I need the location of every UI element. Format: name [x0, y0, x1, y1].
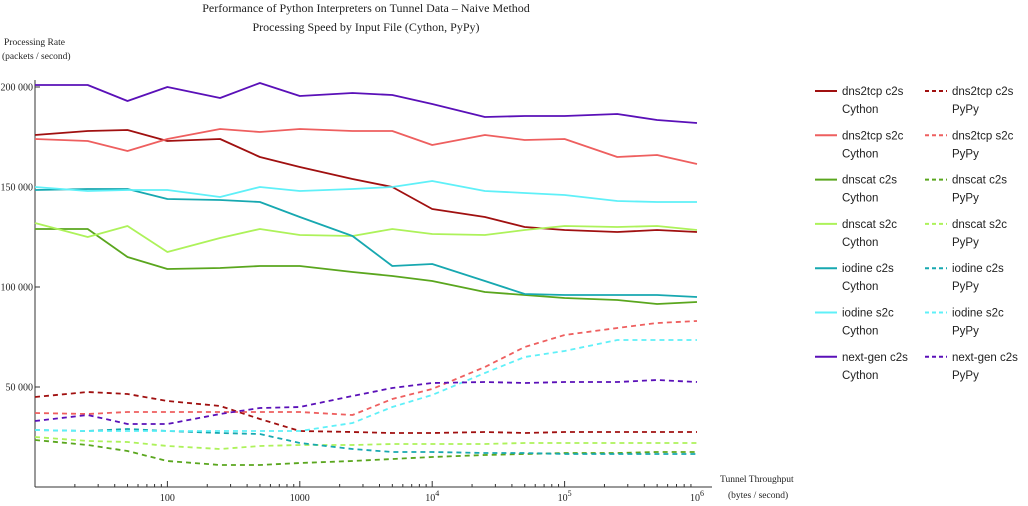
x-tick-label: 1000 — [290, 493, 310, 504]
legend-label-sub: PyPy — [952, 281, 979, 293]
legend-label-sub: Cython — [842, 326, 878, 338]
legend-label-sub: PyPy — [952, 370, 979, 382]
series-line-iodine-c2s-cython — [34, 188, 698, 298]
chart-subtitle: Processing Speed by Input File (Cython, … — [253, 20, 480, 34]
series-line-dnscat-c2s-pypy — [34, 439, 697, 466]
legend-label: dns2tcp c2s — [952, 86, 1014, 98]
series-line-iodine-c2s-pypy — [34, 428, 697, 455]
legend-label: next-gen c2s — [952, 352, 1018, 364]
legend-label: next-gen c2s — [842, 352, 908, 364]
series-line-next-gen-c2s-pypy — [34, 379, 698, 425]
series-line-dns2tcp-c2s-pypy — [34, 391, 697, 434]
legend-label-sub: Cython — [842, 370, 878, 382]
legend-label-sub: Cython — [842, 104, 878, 116]
legend-label-sub: PyPy — [952, 237, 979, 249]
y-tick-label: 150 000 — [1, 183, 34, 194]
y-tick-label: 100 000 — [1, 283, 34, 294]
series-line-dns2tcp-s2c-pypy — [34, 320, 698, 416]
legend-label: iodine c2s — [952, 263, 1004, 275]
series-line-dnscat-s2c-pypy — [34, 436, 697, 450]
legend-label: dns2tcp s2c — [842, 130, 904, 142]
x-tick-label: 106 — [690, 489, 704, 504]
x-tick-label: 100 — [160, 493, 175, 504]
x-axis-label-line-2: (bytes / second) — [728, 490, 788, 501]
y-axis-label-line-2: (packets / second) — [2, 51, 71, 62]
legend-label-sub: Cython — [842, 193, 878, 205]
legend-label-sub: PyPy — [952, 148, 979, 160]
y-axis-label-line-1: Processing Rate — [4, 38, 65, 48]
legend-label: iodine s2c — [952, 308, 1004, 320]
y-tick-label: 200 000 — [1, 83, 34, 94]
legend-label: dns2tcp c2s — [842, 86, 904, 98]
legend-label: dnscat c2s — [842, 175, 897, 187]
x-axis-label-line-1: Tunnel Throughput — [720, 475, 794, 485]
series-line-dnscat-c2s-cython — [35, 228, 698, 305]
series-line-iodine-s2c-cython — [34, 180, 697, 203]
legend-label: dns2tcp s2c — [952, 130, 1014, 142]
legend-label-sub: PyPy — [952, 326, 979, 338]
chart-title: Performance of Python Interpreters on Tu… — [202, 1, 530, 15]
x-tick-label: 105 — [558, 489, 572, 504]
legend-label: dnscat c2s — [952, 175, 1007, 187]
y-tick-label: 50 000 — [6, 383, 34, 394]
legend-label-sub: PyPy — [952, 193, 979, 205]
series-line-dns2tcp-c2s-cython — [34, 129, 698, 233]
legend-label-sub: PyPy — [952, 104, 979, 116]
legend-label: iodine s2c — [842, 308, 894, 320]
legend-label: dnscat s2c — [842, 219, 897, 231]
legend-label-sub: Cython — [842, 237, 878, 249]
legend-label-sub: Cython — [842, 281, 878, 293]
series-line-iodine-s2c-pypy — [34, 339, 697, 432]
series-line-dnscat-s2c-cython — [34, 222, 698, 253]
x-tick-label: 104 — [425, 489, 439, 504]
series-line-next-gen-c2s-cython — [35, 82, 698, 124]
legend-label: dnscat s2c — [952, 219, 1007, 231]
legend-label: iodine c2s — [842, 263, 894, 275]
series-line-dns2tcp-s2c-cython — [34, 128, 698, 165]
legend-label-sub: Cython — [842, 148, 878, 160]
